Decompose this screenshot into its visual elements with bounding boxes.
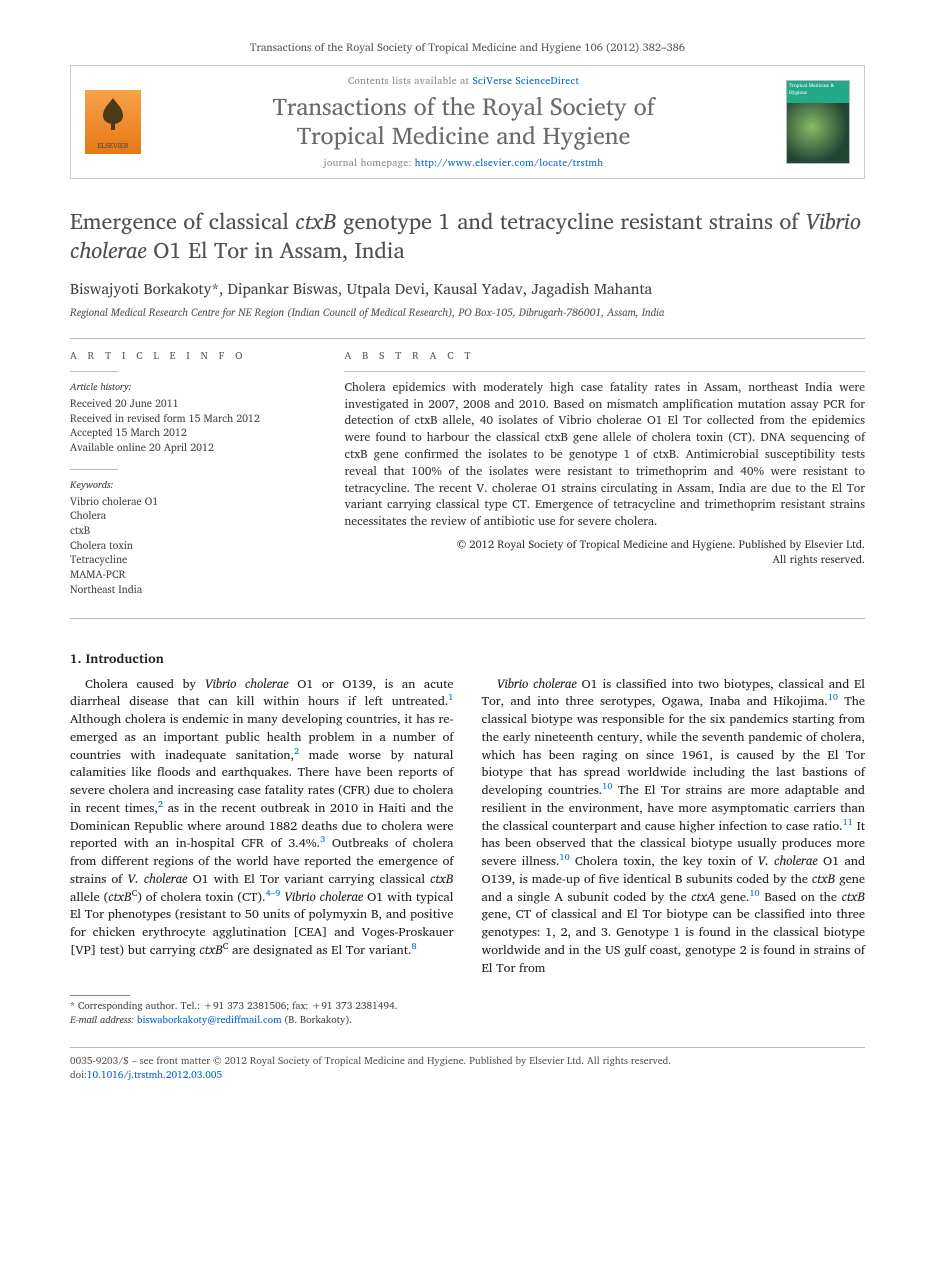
keyword: Vibrio cholerae O1 [70,494,316,509]
cover-image [787,103,849,163]
front-matter: 0035-9203/$ – see front matter © 2012 Ro… [70,1054,865,1068]
doi-link[interactable]: 10.1016/j.trstmh.2012.03.005 [87,1067,222,1083]
keyword: Northeast India [70,582,316,597]
authors: Biswajyoti Borkakoty*, Dipankar Biswas, … [70,278,865,299]
keyword: Cholera [70,508,316,523]
journal-homepage: journal homepage: http://www.elsevier.co… [153,156,774,170]
history-label: Article history: [70,380,316,394]
corr-email-link[interactable]: biswaborkakoty@rediffmail.com [137,1012,282,1028]
body-columns: Cholera caused by Vibrio cholerae O1 or … [70,676,865,978]
article-history: Article history: Received 20 June 2011 R… [70,380,316,455]
corresponding-author: * Corresponding author. Tel.: +91 373 23… [70,1000,452,1027]
cover-band: Tropical Medicine & Hygiene [787,81,849,103]
body-para: Cholera caused by Vibrio cholerae O1 or … [70,676,454,960]
footnote-rule [70,995,130,996]
journal-name: Transactions of the Royal Society of Tro… [153,92,774,150]
abstract: A B S T R A C T Cholera epidemics with m… [344,349,865,611]
kw-rule [70,469,118,470]
body-para: Vibrio cholerae O1 is classified into tw… [482,676,866,978]
journal-cover-thumb: Tropical Medicine & Hygiene [786,80,850,164]
keywords-label: Keywords: [70,478,316,492]
online-date: Available online 20 April 2012 [70,440,316,455]
rule-bottom [70,618,865,619]
section-heading: 1. Introduction [70,649,865,667]
keywords-block: Keywords: Vibrio cholerae O1 Cholera ctx… [70,478,316,597]
article-info: A R T I C L E I N F O Article history: R… [70,349,316,611]
elsevier-label: ELSEVIER [97,142,128,152]
abs-rule [344,371,865,372]
elsevier-tree-icon [93,94,133,134]
abstract-copyright: © 2012 Royal Society of Tropical Medicin… [344,537,865,568]
email-label: E-mail address: [70,1012,137,1028]
banner-center: Contents lists available at SciVerse Sci… [141,74,786,170]
info-abstract-row: A R T I C L E I N F O Article history: R… [70,349,865,611]
doi-label: doi: [70,1067,87,1083]
journal-banner: ELSEVIER Contents lists available at Sci… [70,65,865,179]
elsevier-logo: ELSEVIER [85,90,141,154]
title-block: Emergence of classical ctxB genotype 1 a… [70,207,865,264]
abstract-heading: A B S T R A C T [344,349,865,363]
page-footer: 0035-9203/$ – see front matter © 2012 Ro… [70,1047,865,1082]
article-title: Emergence of classical ctxB genotype 1 a… [70,207,865,264]
rule-top [70,338,865,339]
journal-home-link[interactable]: http://www.elsevier.com/locate/trstmh [415,155,604,171]
email-owner: (B. Borkakoty). [282,1012,352,1028]
running-head: Transactions of the Royal Society of Tro… [70,40,865,55]
info-heading: A R T I C L E I N F O [70,349,316,363]
abstract-body: Cholera epidemics with moderately high c… [344,380,865,531]
affiliation: Regional Medical Research Centre for NE … [70,305,865,320]
info-rule [70,371,118,372]
